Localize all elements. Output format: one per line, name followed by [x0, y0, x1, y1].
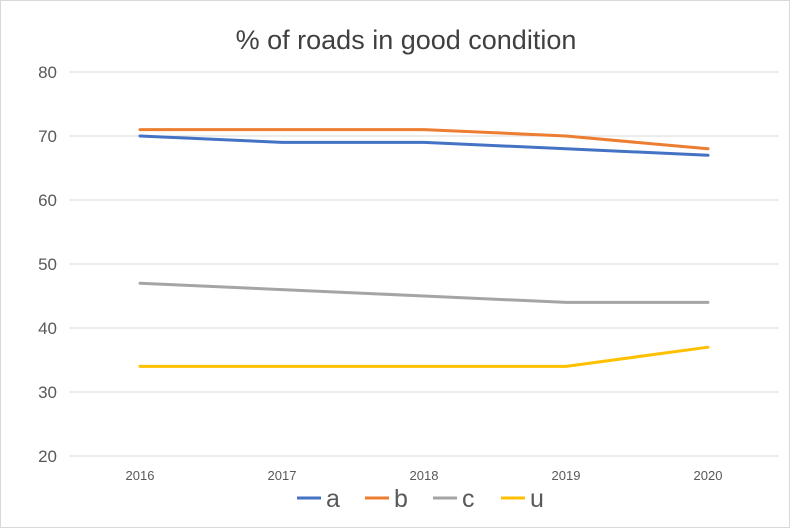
series-line-a	[138, 134, 710, 157]
legend-label-b: b	[394, 485, 408, 513]
x-tick-label: 2017	[268, 468, 297, 483]
legend-label-a: a	[326, 485, 340, 513]
series-layer	[138, 128, 710, 368]
series-line-c	[138, 281, 710, 304]
chart-title: % of roads in good condition	[236, 25, 577, 55]
x-tick-label: 2019	[552, 468, 581, 483]
legend-label-u: u	[530, 485, 544, 513]
y-tick-label: 60	[38, 191, 57, 210]
y-tick-label: 80	[38, 63, 57, 82]
y-tick-label: 40	[38, 319, 57, 338]
y-tick-label: 30	[38, 383, 57, 402]
x-tick-label: 2020	[694, 468, 723, 483]
series-line-u	[138, 345, 710, 368]
x-tick-label: 2016	[126, 468, 155, 483]
x-axis: 2016 2017 2018 2019 2020	[126, 468, 723, 483]
y-tick-label: 20	[38, 447, 57, 466]
legend-label-c: c	[462, 485, 475, 513]
y-tick-label: 70	[38, 127, 57, 146]
x-tick-label: 2018	[410, 468, 439, 483]
y-tick-label: 50	[38, 255, 57, 274]
grid-layer	[69, 71, 779, 457]
series-line-b	[138, 128, 710, 151]
y-axis: 20 30 40 50 60 70 80	[38, 63, 57, 466]
